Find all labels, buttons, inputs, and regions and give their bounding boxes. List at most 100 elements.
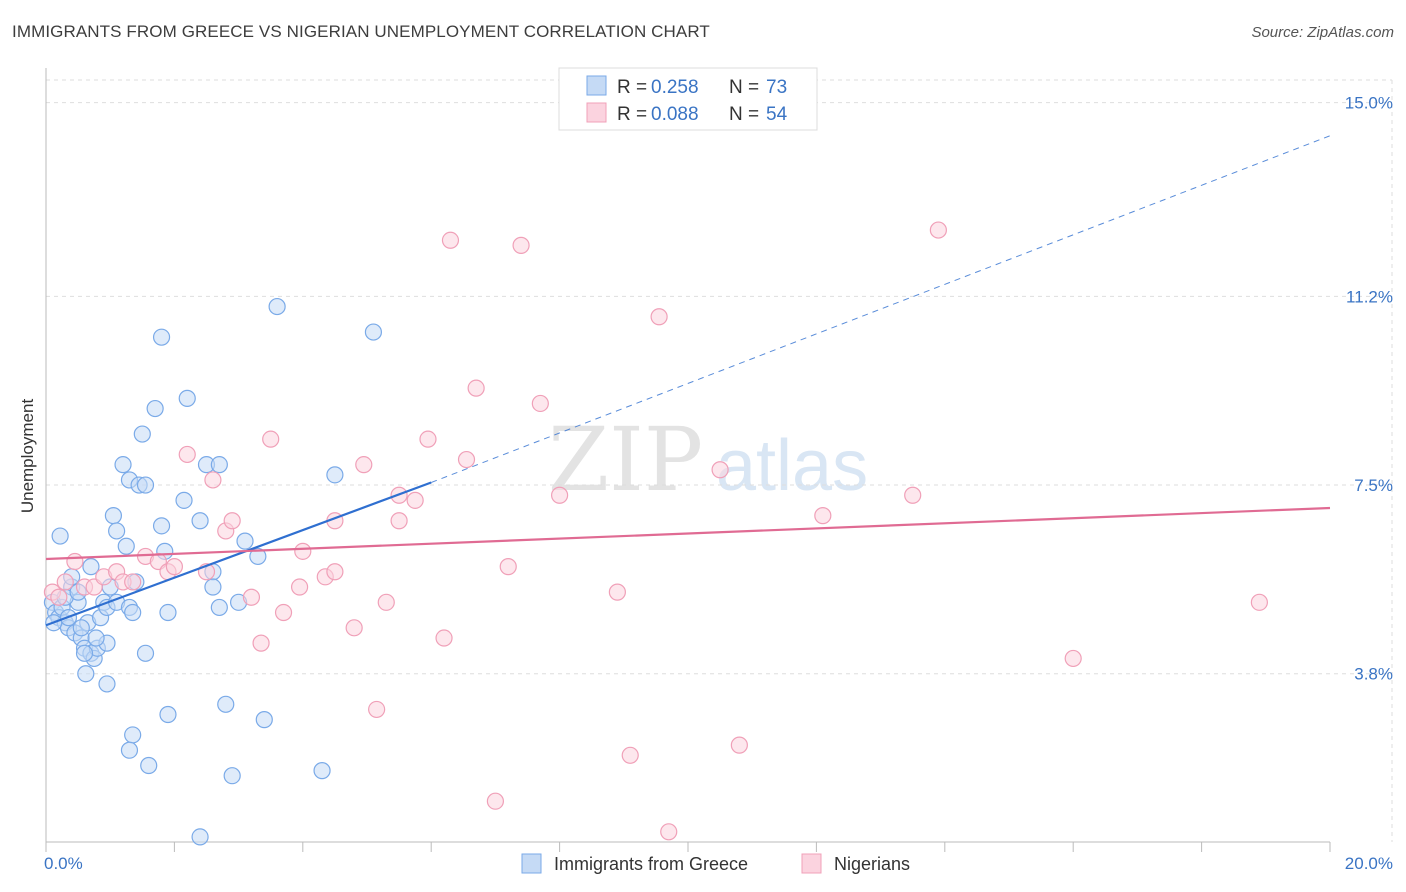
chart-title: IMMIGRANTS FROM GREECE VS NIGERIAN UNEMP…: [12, 22, 710, 41]
point-s1-51: [814, 507, 832, 525]
bottom-legend: Immigrants from Greece Nigerians: [521, 853, 910, 874]
point-s1-43: [531, 394, 549, 413]
point-s0-55: [255, 711, 273, 729]
y-tick-label-0: 3.8%: [1354, 665, 1393, 684]
point-s1-38: [457, 450, 476, 469]
watermark-atlas: atlas: [716, 426, 868, 506]
y-tick-label-1: 7.5%: [1354, 476, 1393, 495]
point-s0-67: [136, 644, 155, 662]
point-s1-37: [441, 231, 460, 249]
point-s1-39: [467, 379, 485, 397]
point-s1-45: [608, 583, 626, 601]
point-s1-48: [660, 823, 678, 841]
point-s0-60: [313, 762, 331, 780]
trend-extension-s0: [431, 135, 1331, 483]
point-s1-20: [252, 634, 270, 652]
legend-r-value-greece: 0.258: [651, 77, 699, 98]
trend-line-s0: [45, 481, 432, 627]
point-s0-65: [124, 726, 142, 744]
point-s1-36: [435, 629, 453, 647]
point-s0-44: [178, 389, 196, 407]
point-s0-32: [77, 665, 95, 683]
point-s0-38: [133, 425, 151, 443]
bottom-legend-swatch-nigerians: [801, 853, 822, 874]
point-s0-57: [268, 297, 286, 316]
point-s0-45: [191, 512, 209, 530]
x-tick-labels: 0.0% 20.0%: [44, 854, 1393, 873]
point-s1-35: [419, 430, 437, 448]
bottom-legend-label-nigerians: Nigerians: [834, 854, 910, 874]
point-s0-42: [159, 603, 177, 622]
legend-r-value-nigerians: 0.088: [651, 104, 699, 125]
point-s1-42: [512, 236, 530, 254]
point-s0-27: [124, 603, 142, 622]
legend-n-label-greece: N =: [729, 77, 759, 98]
axes: [45, 68, 1331, 852]
point-s0-50: [210, 598, 228, 617]
point-s0-37: [136, 476, 155, 494]
watermark-zip: ZIP: [548, 408, 703, 511]
point-s0-34: [114, 456, 132, 474]
point-s0-47: [210, 456, 228, 474]
point-s0-59: [326, 466, 344, 484]
legend-n-label-nigerians: N =: [729, 104, 759, 125]
point-s1-14: [178, 445, 196, 464]
point-s1-28: [345, 619, 363, 637]
legend-r-label-nigerians: R =: [617, 104, 647, 125]
point-s0-43: [175, 491, 193, 509]
point-s0-23: [104, 507, 123, 525]
point-s1-46: [621, 746, 639, 764]
point-s1-3: [66, 552, 84, 571]
point-s1-29: [355, 456, 373, 474]
point-s1-2: [56, 573, 74, 591]
point-s0-53: [236, 532, 254, 550]
point-s1-49: [711, 461, 729, 479]
point-s1-30: [368, 700, 386, 719]
source-label: Source: ZipAtlas.com: [1251, 24, 1394, 41]
legend-swatch-nigerians: [586, 102, 607, 123]
point-s1-47: [650, 308, 668, 326]
legend: R = 0.258 N = 73 R = 0.088 N = 54: [558, 67, 818, 131]
point-s1-54: [1064, 649, 1082, 668]
legend-n-value-greece: 73: [766, 77, 787, 98]
data-points: [43, 221, 1268, 846]
point-s1-53: [929, 221, 947, 239]
point-s1-40: [486, 792, 504, 810]
point-s0-24: [108, 522, 126, 540]
point-s0-62: [191, 828, 209, 846]
trend-lines: [45, 135, 1331, 627]
y-tick-labels: 3.8% 7.5% 11.2% 15.0%: [1345, 94, 1393, 684]
point-s0-56: [152, 328, 171, 346]
grid: [46, 79, 1393, 842]
point-s0-31: [87, 629, 105, 647]
point-s0-9: [51, 527, 69, 545]
point-s1-24: [294, 542, 312, 560]
point-s0-66: [120, 741, 139, 759]
point-s1-21: [262, 430, 280, 448]
y-tick-label-3: 15.0%: [1345, 94, 1393, 113]
point-s1-41: [499, 558, 517, 576]
bottom-legend-label-greece: Immigrants from Greece: [554, 854, 748, 874]
y-tick-label-2: 11.2%: [1346, 287, 1393, 306]
point-s1-31: [377, 593, 395, 611]
point-s1-18: [223, 512, 241, 530]
point-s1-55: [1250, 593, 1268, 611]
x-tick-label-0: 0.0%: [44, 854, 83, 873]
point-s1-23: [290, 578, 309, 596]
point-s1-34: [406, 491, 424, 509]
x-tick-label-1: 20.0%: [1345, 854, 1393, 873]
point-s0-39: [146, 399, 164, 418]
bottom-legend-swatch-greece: [521, 853, 542, 874]
point-s0-25: [117, 537, 135, 555]
point-s0-54: [249, 547, 267, 566]
point-s1-9: [124, 573, 142, 591]
point-s1-52: [904, 486, 922, 504]
point-s1-33: [390, 512, 408, 530]
point-s0-58: [364, 323, 383, 341]
point-s1-16: [204, 471, 222, 489]
trend-line-s1: [45, 506, 1331, 561]
watermark: ZIP atlas: [548, 408, 868, 511]
point-s0-51: [217, 695, 235, 713]
point-s1-13: [165, 558, 183, 576]
